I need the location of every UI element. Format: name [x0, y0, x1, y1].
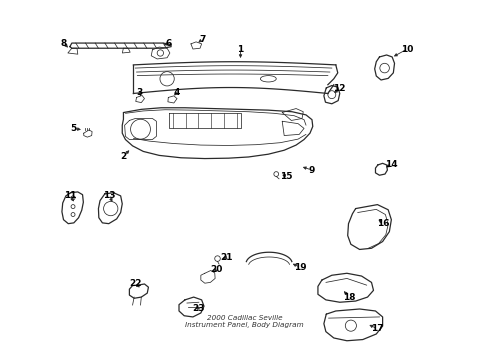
Text: 4: 4: [173, 88, 180, 97]
Text: 10: 10: [400, 45, 412, 54]
Text: 20: 20: [210, 265, 223, 274]
Text: 22: 22: [129, 279, 142, 288]
Text: 9: 9: [308, 166, 315, 175]
Text: 5: 5: [70, 124, 76, 133]
Text: 14: 14: [384, 159, 397, 168]
Text: 19: 19: [293, 263, 306, 272]
Text: 3: 3: [136, 88, 142, 97]
Text: 23: 23: [192, 305, 204, 314]
Text: 21: 21: [220, 253, 232, 262]
Text: 12: 12: [333, 84, 346, 93]
Text: 2000 Cadillac Seville
Instrument Panel, Body Diagram: 2000 Cadillac Seville Instrument Panel, …: [185, 315, 303, 328]
Text: 17: 17: [370, 324, 383, 333]
Text: 18: 18: [343, 293, 355, 302]
Text: 16: 16: [376, 219, 389, 228]
Text: 2: 2: [120, 152, 126, 161]
Text: 13: 13: [103, 192, 116, 201]
Text: 8: 8: [61, 39, 67, 48]
Text: 1: 1: [237, 45, 243, 54]
Text: 6: 6: [165, 39, 172, 48]
Text: 7: 7: [199, 35, 205, 44]
Text: 15: 15: [279, 171, 292, 180]
Text: 11: 11: [63, 192, 76, 201]
